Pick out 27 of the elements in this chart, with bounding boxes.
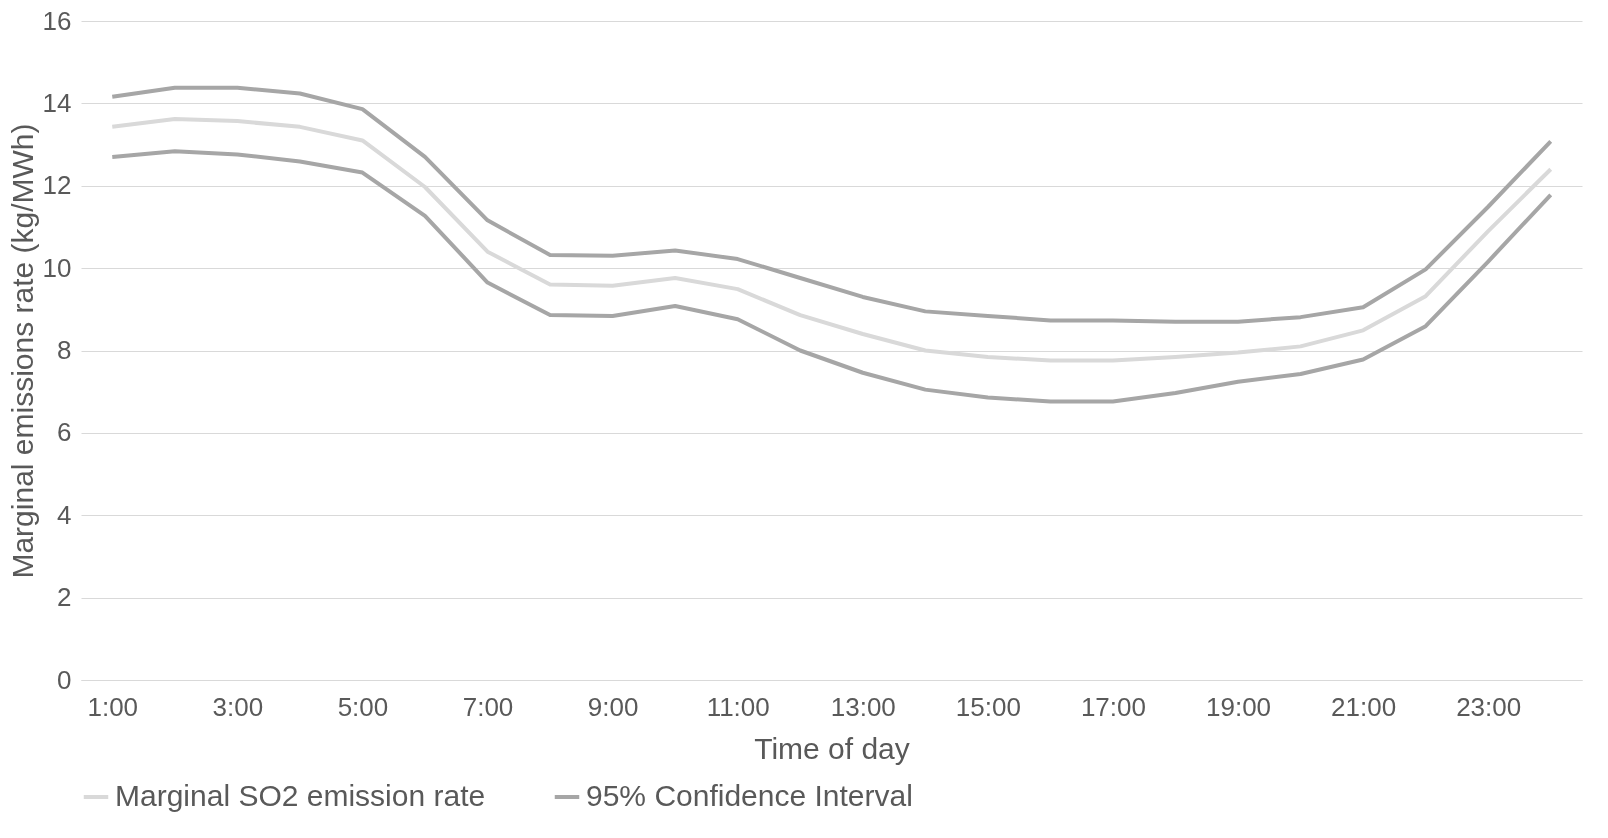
y-tick-label: 12 — [42, 170, 72, 201]
y-tick-label: 8 — [57, 335, 72, 365]
x-tick-label: 5:00 — [337, 691, 389, 722]
x-tick-label: 3:00 — [212, 691, 264, 722]
x-tick-label: 1:00 — [87, 691, 139, 722]
x-tick-label: 7:00 — [462, 691, 514, 722]
y-tick-label: 2 — [57, 582, 72, 613]
y-axis-title: Marginal emissions rate (kg/MWh) — [5, 123, 39, 579]
x-axis-title: Time of day — [754, 731, 910, 765]
x-tick-label: 15:00 — [955, 691, 1021, 722]
x-tick-label: 21:00 — [1331, 691, 1397, 722]
y-tick-label: 16 — [42, 5, 72, 36]
x-tick-label: 17:00 — [1080, 691, 1146, 722]
x-tick-label: 13:00 — [830, 691, 896, 722]
y-tick-label: 0 — [57, 664, 72, 695]
y-tick-label: 10 — [42, 252, 72, 283]
legend-label: Marginal SO2 emission rate — [115, 779, 486, 812]
y-tick-label: 4 — [57, 499, 72, 530]
y-tick-label: 6 — [57, 417, 72, 448]
y-tick-label: 14 — [42, 87, 72, 118]
line-series — [110, 85, 1553, 324]
x-tick-label: 23:00 — [1456, 691, 1522, 722]
line-series — [110, 149, 1553, 404]
x-tick-label: 9:00 — [587, 691, 639, 722]
x-tick-label: 19:00 — [1205, 691, 1272, 722]
x-tick-label: 11:00 — [706, 691, 770, 722]
legend-label: 95% Confidence Interval — [586, 779, 913, 812]
